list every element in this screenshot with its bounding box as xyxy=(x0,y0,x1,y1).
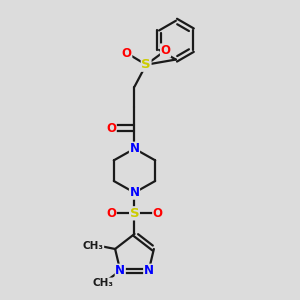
Text: O: O xyxy=(106,207,116,220)
Text: CH₃: CH₃ xyxy=(93,278,114,288)
Text: O: O xyxy=(122,46,132,60)
Text: O: O xyxy=(160,44,170,57)
Text: O: O xyxy=(106,122,116,134)
Text: N: N xyxy=(144,264,154,277)
Text: N: N xyxy=(130,186,140,199)
Text: S: S xyxy=(130,207,139,220)
Text: N: N xyxy=(130,142,140,155)
Text: N: N xyxy=(115,264,125,277)
Text: S: S xyxy=(141,58,151,71)
Text: O: O xyxy=(153,207,163,220)
Text: CH₃: CH₃ xyxy=(82,241,103,250)
